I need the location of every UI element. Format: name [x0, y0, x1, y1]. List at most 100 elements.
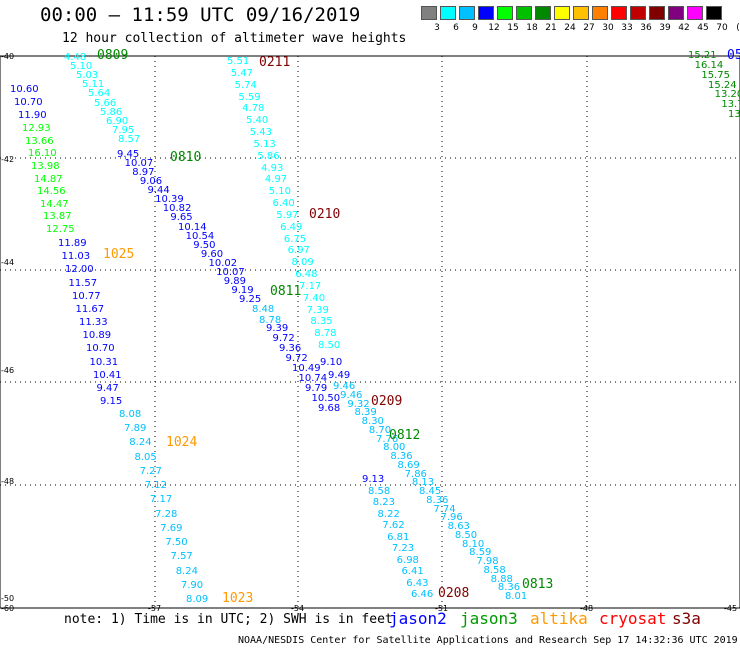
wave-height-value: 9.15: [100, 396, 123, 407]
color-scale-label: 42: [678, 23, 690, 33]
wave-height-value: 10.70: [86, 343, 115, 355]
wave-height-value: 7.95: [112, 124, 135, 136]
latitude-label: -48: [1, 477, 15, 486]
wave-height-value: 10.60: [10, 84, 39, 95]
color-scale-label: 3: [434, 23, 440, 33]
wave-height-value: 9.32: [347, 398, 370, 410]
wave-height-value: 8.01: [505, 591, 528, 602]
wave-height-value: 9.19: [231, 284, 254, 296]
wave-height-value: 13.98: [31, 160, 60, 172]
color-scale-label: 15: [507, 23, 519, 33]
latitude-label: -44: [1, 258, 15, 267]
wave-height-value: 7.39: [306, 304, 329, 316]
wave-height-value: 8.58: [368, 486, 391, 497]
wave-height-value: 7.57: [170, 551, 193, 563]
longitude-label: -57: [148, 604, 162, 613]
wave-height-value: 7.17: [149, 494, 173, 506]
wave-height-value: 11.57: [68, 277, 98, 289]
graticule: [0, 56, 740, 608]
wave-height-value: 8.24: [175, 565, 198, 577]
wave-height-value: 5.59: [238, 91, 261, 103]
legend-altika: altika: [530, 609, 588, 628]
color-swatch: [630, 6, 646, 20]
pass-time-label: 0210: [309, 207, 341, 222]
wave-height-value: 4.93: [261, 162, 284, 174]
wave-height-value: 8.48: [252, 304, 275, 315]
wave-height-value: 7.50: [165, 537, 188, 549]
wave-height-value: 8.58: [483, 564, 506, 576]
wave-height-value: 5.47: [230, 67, 254, 79]
credit-line: NOAA/NESDIS Center for Satellite Applica…: [238, 635, 738, 646]
pass-time-label: 05: [727, 48, 740, 63]
color-scale-label: 21: [545, 23, 557, 33]
wave-height-value: 7.86: [404, 468, 427, 480]
wave-height-value: 8.57: [118, 134, 141, 145]
wave-height-value: 9.89: [223, 275, 247, 287]
wave-height-value: 6.97: [287, 245, 310, 257]
wave-height-value: 9.72: [285, 353, 308, 364]
wave-height-value: 11.89: [58, 238, 87, 249]
color-scale-label: 30: [602, 23, 614, 33]
wave-height-value: 15.21: [688, 50, 717, 61]
wave-height-value: 16.10: [28, 148, 57, 160]
wave-height-value: 8.09: [291, 257, 314, 269]
latitude-label: -50: [1, 594, 15, 603]
wave-height-value: 9.13: [362, 474, 385, 485]
wave-height-value: 6.49: [280, 221, 303, 233]
wave-height-value: 5.51: [227, 56, 250, 67]
wave-height-value: 13.20: [714, 89, 740, 101]
wave-height-value: 11.03: [61, 251, 91, 263]
wave-height-value: 11.33: [79, 317, 108, 328]
color-swatch: [516, 6, 532, 20]
wave-height-value: 9.72: [272, 333, 295, 344]
wave-height-value: 9.44: [147, 185, 170, 197]
color-swatch: [421, 6, 437, 20]
wave-height-value: 10.02: [208, 257, 238, 269]
wave-height-value: 9.46: [340, 389, 363, 401]
pass-time-label: 0813: [522, 577, 554, 592]
wave-height-value: 6.46: [411, 589, 434, 600]
wave-height-value: 7.17: [299, 280, 322, 292]
wave-height-value: 8.50: [454, 529, 478, 541]
wave-height-value: 11.67: [75, 303, 105, 315]
wave-height-value: 7.28: [155, 508, 178, 520]
wave-height-value: 10.70: [14, 97, 43, 108]
wave-height-value: 5.10: [70, 61, 93, 73]
color-scale-label: 24: [564, 23, 576, 33]
wave-height-value: 9.68: [318, 403, 341, 414]
wave-height-value: 9.79: [305, 383, 328, 394]
wave-height-value: 5.86: [257, 150, 280, 162]
wave-height-value: 7.27: [139, 465, 162, 477]
color-scale-label: 12: [488, 23, 500, 33]
wave-height-value: 6.40: [272, 198, 295, 209]
wave-height-value: 5.86: [100, 106, 123, 118]
color-swatch: [554, 6, 570, 20]
longitude-label: -54: [291, 604, 305, 613]
legend-cryosat: cryosat: [599, 609, 667, 628]
wave-height-value: 5.64: [88, 88, 111, 100]
color-scale-label: 36: [640, 23, 652, 33]
wave-height-value: 10.31: [89, 356, 119, 368]
longitude-label: -60: [1, 604, 15, 613]
wave-height-value: 10.82: [162, 203, 192, 215]
wave-height-value: 10.39: [155, 194, 184, 206]
wave-height-value: 14.56: [37, 186, 66, 198]
color-scale-label: 18: [526, 23, 538, 33]
pass-time-label: 1025: [103, 247, 135, 262]
wave-height-value: 5.74: [234, 79, 257, 91]
wave-height-value: 9.10: [320, 357, 343, 368]
color-swatch: [668, 6, 684, 20]
wave-height-value: 16.14: [694, 59, 724, 71]
legend-s3a: s3a: [672, 609, 701, 628]
pass-time-label: 1024: [166, 435, 198, 450]
legend-jason2: jason2: [389, 609, 447, 628]
wave-height-value: 6.75: [283, 233, 307, 245]
wave-height-value: 9.50: [193, 239, 216, 251]
wave-height-value: 5.43: [249, 127, 273, 138]
wave-height-value: 8.36: [426, 494, 449, 506]
pass-time-label: 0809: [97, 48, 129, 63]
wave-height-value: 8.36: [390, 451, 413, 462]
wave-height-value: 5.03: [76, 70, 99, 82]
wave-height-value: 5.10: [268, 186, 291, 198]
color-scale-unit: (ft): [736, 23, 740, 33]
